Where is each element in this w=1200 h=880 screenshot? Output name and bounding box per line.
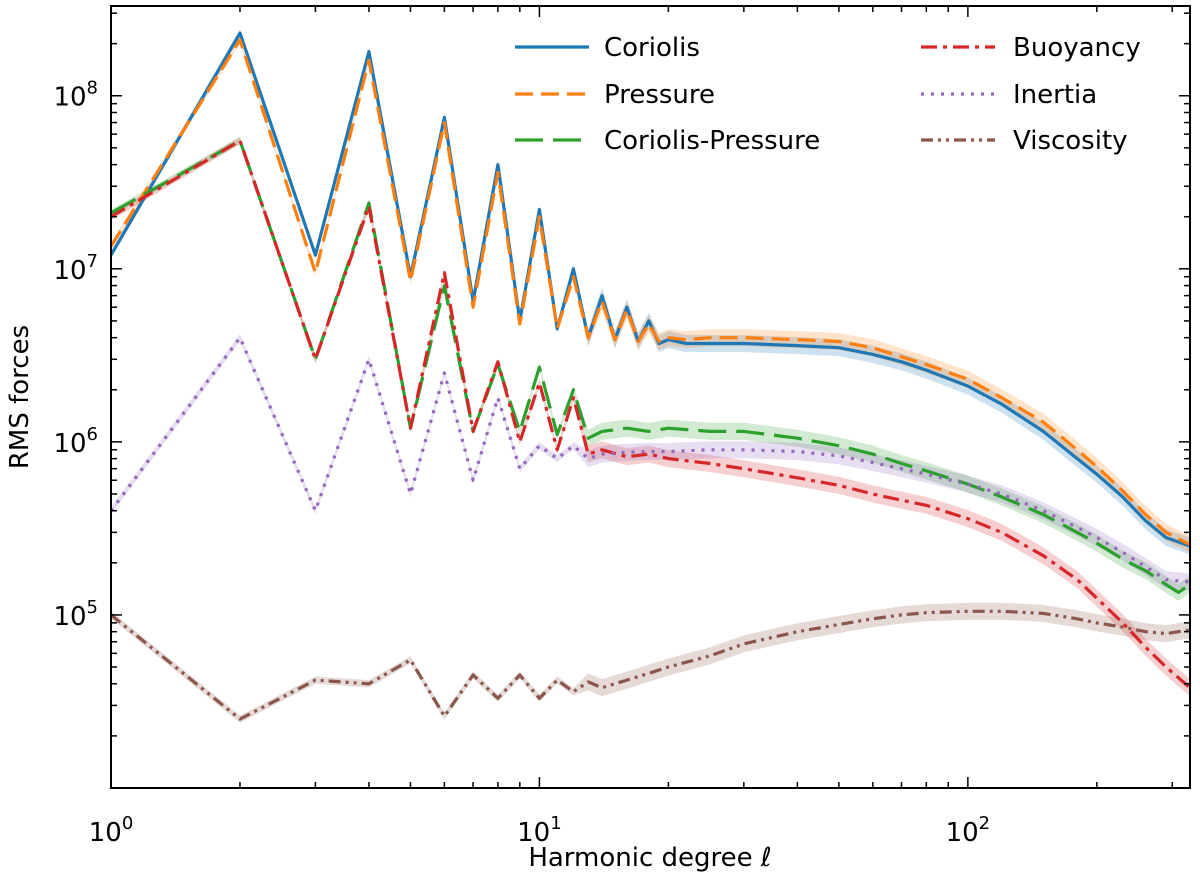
legend-label-inertia: Inertia — [1013, 80, 1097, 110]
legend-label-coriolis-pressure: Coriolis-Pressure — [604, 126, 820, 156]
legend-label-pressure: Pressure — [604, 80, 715, 110]
plot-frame — [110, 5, 1191, 789]
line-coriolis — [111, 31, 1190, 548]
legend: Coriolis Pressure Coriolis-Pressure Buoyanc… — [515, 33, 1141, 156]
y-tick-label: 108 — [53, 78, 98, 113]
x-tick-label: 102 — [946, 813, 991, 848]
band-pressure — [111, 36, 1190, 554]
y-axis-label: RMS forces — [5, 325, 35, 469]
line-pressure — [111, 38, 1190, 547]
y-tick-label: 105 — [53, 597, 98, 632]
legend-label-buoyancy: Buoyancy — [1013, 33, 1141, 63]
x-tick-label: 101 — [517, 813, 562, 848]
uncertainty-bands — [111, 29, 1190, 723]
line-viscosity — [111, 609, 1190, 721]
x-tick-label: 100 — [89, 813, 134, 848]
legend-label-viscosity: Viscosity — [1013, 126, 1128, 156]
band-viscosity — [111, 602, 1190, 723]
line-buoyancy — [111, 139, 1190, 689]
band-coriolis-pressure — [111, 137, 1190, 601]
tick-labels: 100 101 102 105 106 107 108 — [53, 78, 990, 848]
band-inertia — [111, 334, 1190, 591]
y-tick-label: 106 — [53, 424, 98, 459]
series-lines — [111, 31, 1190, 721]
y-tick-label: 107 — [53, 251, 98, 286]
line-coriolis-pressure — [111, 139, 1190, 595]
legend-label-coriolis: Coriolis — [604, 33, 700, 63]
x-axis-label: Harmonic degree ℓ — [528, 843, 771, 873]
